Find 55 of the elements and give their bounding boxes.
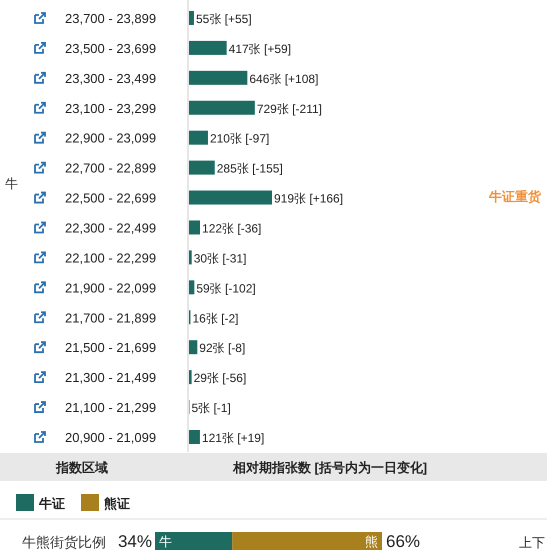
y-tick-label: 21,100 - 21,299 xyxy=(65,400,156,416)
y-tick-label: 23,700 - 23,899 xyxy=(65,10,156,26)
bar xyxy=(189,370,192,384)
data-label: 29张 [-56] xyxy=(194,371,246,386)
bar xyxy=(189,70,248,85)
x-axis-title: 相对期指张数 [括号内为一日变化] xyxy=(232,460,428,475)
bar xyxy=(189,40,227,55)
y-axis-title: 牛 xyxy=(5,176,18,191)
bar xyxy=(189,160,215,175)
data-label: 92张 [-8] xyxy=(199,341,246,356)
text: 上下 xyxy=(519,535,545,550)
y-tick-label: 22,700 - 22,899 xyxy=(65,160,156,176)
bar xyxy=(189,100,255,115)
y-tick-label: 20,900 - 21,099 xyxy=(65,430,156,445)
annotation: 牛 xyxy=(159,534,172,549)
text: 指数区域 xyxy=(55,460,108,475)
data-label: 729张 [-211] xyxy=(256,102,322,116)
data-label: 646张 [+108] xyxy=(249,72,318,86)
y-tick-label: 21,500 - 21,699 xyxy=(65,340,156,356)
data-label: 66% xyxy=(386,532,420,551)
y-tick-label: 23,500 - 23,699 xyxy=(65,40,156,56)
data-label: 417张 [+59] xyxy=(228,42,292,56)
y-tick-label: 23,100 - 23,299 xyxy=(65,100,156,116)
data-label: 285张 [-155] xyxy=(216,162,283,176)
bar xyxy=(189,430,200,444)
bar xyxy=(189,250,192,264)
bar xyxy=(189,10,194,25)
chart-title: 牛熊街货比例 xyxy=(22,534,106,550)
y-tick-label: 21,700 - 21,899 xyxy=(65,310,156,326)
data-label: 30张 [-31] xyxy=(194,251,246,266)
bar xyxy=(189,280,194,294)
bar xyxy=(189,130,208,145)
y-tick-label: 22,100 - 22,299 xyxy=(65,250,156,266)
legend-label: 牛证 xyxy=(38,496,65,511)
data-label: 919张 [+166] xyxy=(274,192,344,206)
bar xyxy=(189,220,200,234)
y-tick-label: 21,300 - 21,499 xyxy=(65,370,156,386)
data-label: 34% xyxy=(118,532,152,551)
data-label: 122张 [-36] xyxy=(202,221,262,236)
data-label: 5张 [-1] xyxy=(191,401,231,416)
data-label: 59张 [-102] xyxy=(196,281,256,296)
data-label: 16张 [-2] xyxy=(192,311,238,326)
annotation: 熊 xyxy=(365,534,378,549)
text: 牛证重货 xyxy=(488,189,542,204)
y-tick-label: 22,500 - 22,699 xyxy=(65,190,156,206)
y-tick-label: 22,900 - 23,099 xyxy=(65,130,156,146)
data-label: 121张 [+19] xyxy=(202,430,264,445)
data-label: 55张 [+55] xyxy=(196,12,252,26)
y-tick-label: 23,300 - 23,499 xyxy=(65,70,156,86)
bar xyxy=(189,340,198,354)
bar xyxy=(189,190,272,205)
data-label: 210张 [-97] xyxy=(210,132,270,146)
y-tick-label: 22,300 - 22,499 xyxy=(65,220,156,236)
y-tick-label: 21,900 - 22,099 xyxy=(65,280,156,296)
legend-label: 熊证 xyxy=(104,496,130,511)
